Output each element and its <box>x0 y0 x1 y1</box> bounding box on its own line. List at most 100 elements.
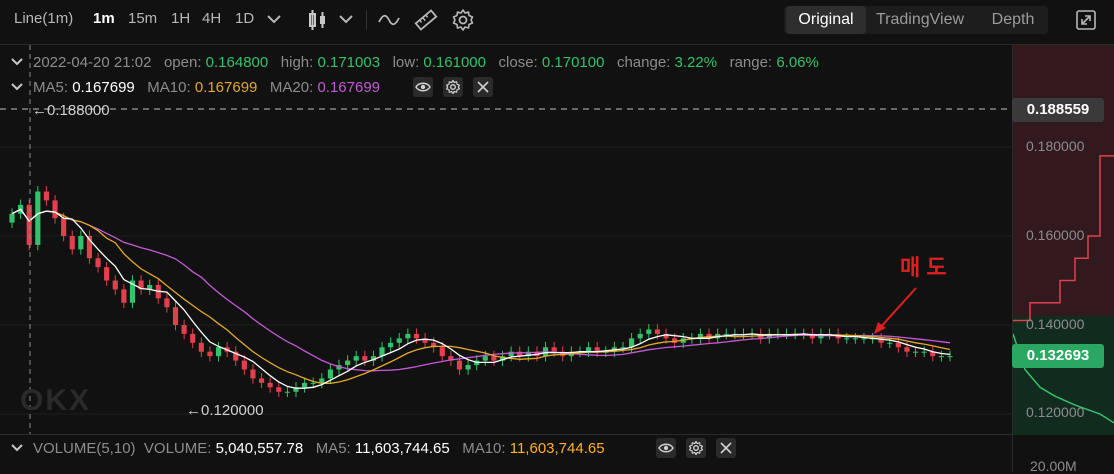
volume-ma10-label: MA10: <box>462 440 506 457</box>
ma10-line <box>11 208 951 384</box>
volume-label: VOLUME: <box>143 440 212 457</box>
timeframe-4h[interactable]: 4H <box>202 10 222 27</box>
candle-body <box>164 298 170 308</box>
ma20-value: 0.167699 <box>317 79 381 96</box>
candle-body <box>551 347 557 352</box>
ask-depth-area <box>1013 45 1114 317</box>
candle-body <box>327 369 333 379</box>
candle-body <box>379 347 385 357</box>
candle-body <box>52 200 58 219</box>
candle-body <box>938 356 944 358</box>
low-marker-arrow-icon: ← <box>186 402 201 419</box>
price-chart[interactable] <box>0 45 1114 435</box>
ma-collapse-chevron-icon[interactable] <box>10 81 24 93</box>
candle-body <box>654 329 660 334</box>
candle-body <box>852 338 858 340</box>
candle-body <box>293 387 299 392</box>
candle-body <box>353 356 359 361</box>
candle-body <box>181 325 187 334</box>
chart-style-chevron-icon[interactable] <box>338 12 354 26</box>
candle-body <box>766 333 772 339</box>
view-switcher: Original TradingView Depth <box>784 6 1048 34</box>
sell-annotation: 매 도 <box>900 255 947 280</box>
candle-body <box>448 356 454 361</box>
volume-close-icon[interactable] <box>716 438 736 458</box>
candle-body <box>147 284 153 290</box>
range-label: range: <box>729 54 773 71</box>
change-label: change: <box>616 54 671 71</box>
volume-ma5-value: 11,603,744.65 <box>354 440 450 457</box>
candle-body <box>258 378 265 383</box>
price-axis-label: 0.140000 <box>1026 316 1085 332</box>
candlestick-icon[interactable] <box>307 8 329 32</box>
candle-body <box>663 333 669 339</box>
candle-body <box>482 356 488 361</box>
volume-visibility-eye-icon[interactable] <box>656 438 676 458</box>
timeframe-dropdown-chevron-icon[interactable] <box>266 12 282 26</box>
candle-body <box>310 382 316 384</box>
volume-info-row: VOLUME(5,10) VOLUME: 5,040,557.78 MA5: 1… <box>33 440 605 457</box>
indicator-wave-icon[interactable] <box>377 10 401 30</box>
ma20-line <box>11 208 951 372</box>
candle-body <box>302 382 308 388</box>
candle-body <box>121 289 127 303</box>
volume-settings-gear-icon[interactable] <box>686 438 706 458</box>
candle-body <box>947 356 953 358</box>
candle-body <box>267 382 273 388</box>
candle-body <box>276 387 282 392</box>
timeframe-15m[interactable]: 15m <box>128 10 158 27</box>
close-label: close: <box>498 54 538 71</box>
ohlc-collapse-chevron-icon[interactable] <box>10 56 24 68</box>
volume-collapse-chevron-icon[interactable] <box>10 442 24 454</box>
candle-body <box>26 204 32 245</box>
volume-value: 5,040,557.78 <box>215 440 304 457</box>
candle-body <box>362 356 368 361</box>
fullscreen-icon[interactable] <box>1075 9 1097 31</box>
ma-visibility-eye-icon[interactable] <box>413 77 433 97</box>
toolbar-divider-line <box>0 44 1114 45</box>
settings-gear-icon[interactable] <box>451 8 475 32</box>
price-axis-label: 0.160000 <box>1026 227 1085 243</box>
timeframe-1m[interactable]: 1m <box>93 10 115 27</box>
volume-divider <box>0 434 1012 435</box>
chart-type-selector[interactable]: Line(1m) <box>14 10 74 27</box>
candle-body <box>723 333 729 335</box>
timeframe-1d[interactable]: 1D <box>235 10 255 27</box>
candle-body <box>413 333 420 339</box>
candle-body <box>646 329 652 334</box>
candle-body <box>930 351 936 357</box>
bid-depth-line <box>1012 333 1114 424</box>
tab-original[interactable]: Original <box>786 6 866 34</box>
close-value: 0.170100 <box>541 54 605 71</box>
timeframe-1h[interactable]: 1H <box>171 10 191 27</box>
ma-close-icon[interactable] <box>473 77 493 97</box>
tab-tradingview[interactable]: TradingView <box>875 11 965 28</box>
price-axis-label: 0.120000 <box>1026 404 1085 420</box>
high-label: high: <box>280 54 314 71</box>
candle-body <box>241 360 247 370</box>
candle-body <box>370 356 377 361</box>
candle-body <box>921 351 927 353</box>
candle-body <box>887 342 893 344</box>
candle-body <box>620 347 626 349</box>
candle-body <box>172 307 179 325</box>
open-value: 0.164800 <box>205 54 269 71</box>
candle-body <box>43 191 50 201</box>
volume-ma5-label: MA5: <box>315 440 351 457</box>
ma5-value: 0.167699 <box>72 79 135 96</box>
candle-body <box>594 347 600 352</box>
price-axis-label: 0.180000 <box>1026 138 1085 154</box>
candle-body <box>465 365 471 370</box>
candle-body <box>456 360 463 370</box>
candle-body <box>35 191 41 245</box>
ohlc-info-row: 2022-04-20 21:02 open: 0.164800 high: 0.… <box>33 54 819 71</box>
candle-body <box>637 333 643 339</box>
high-marker-arrow-icon: ← <box>32 102 47 119</box>
drawing-ruler-icon[interactable] <box>414 8 438 32</box>
tab-depth[interactable]: Depth <box>991 11 1035 28</box>
candle-body <box>198 342 204 352</box>
candle-body <box>895 342 901 348</box>
ma-settings-gear-icon[interactable] <box>443 77 463 97</box>
candle-body <box>405 333 411 339</box>
volume-title: VOLUME(5,10) <box>33 440 136 457</box>
